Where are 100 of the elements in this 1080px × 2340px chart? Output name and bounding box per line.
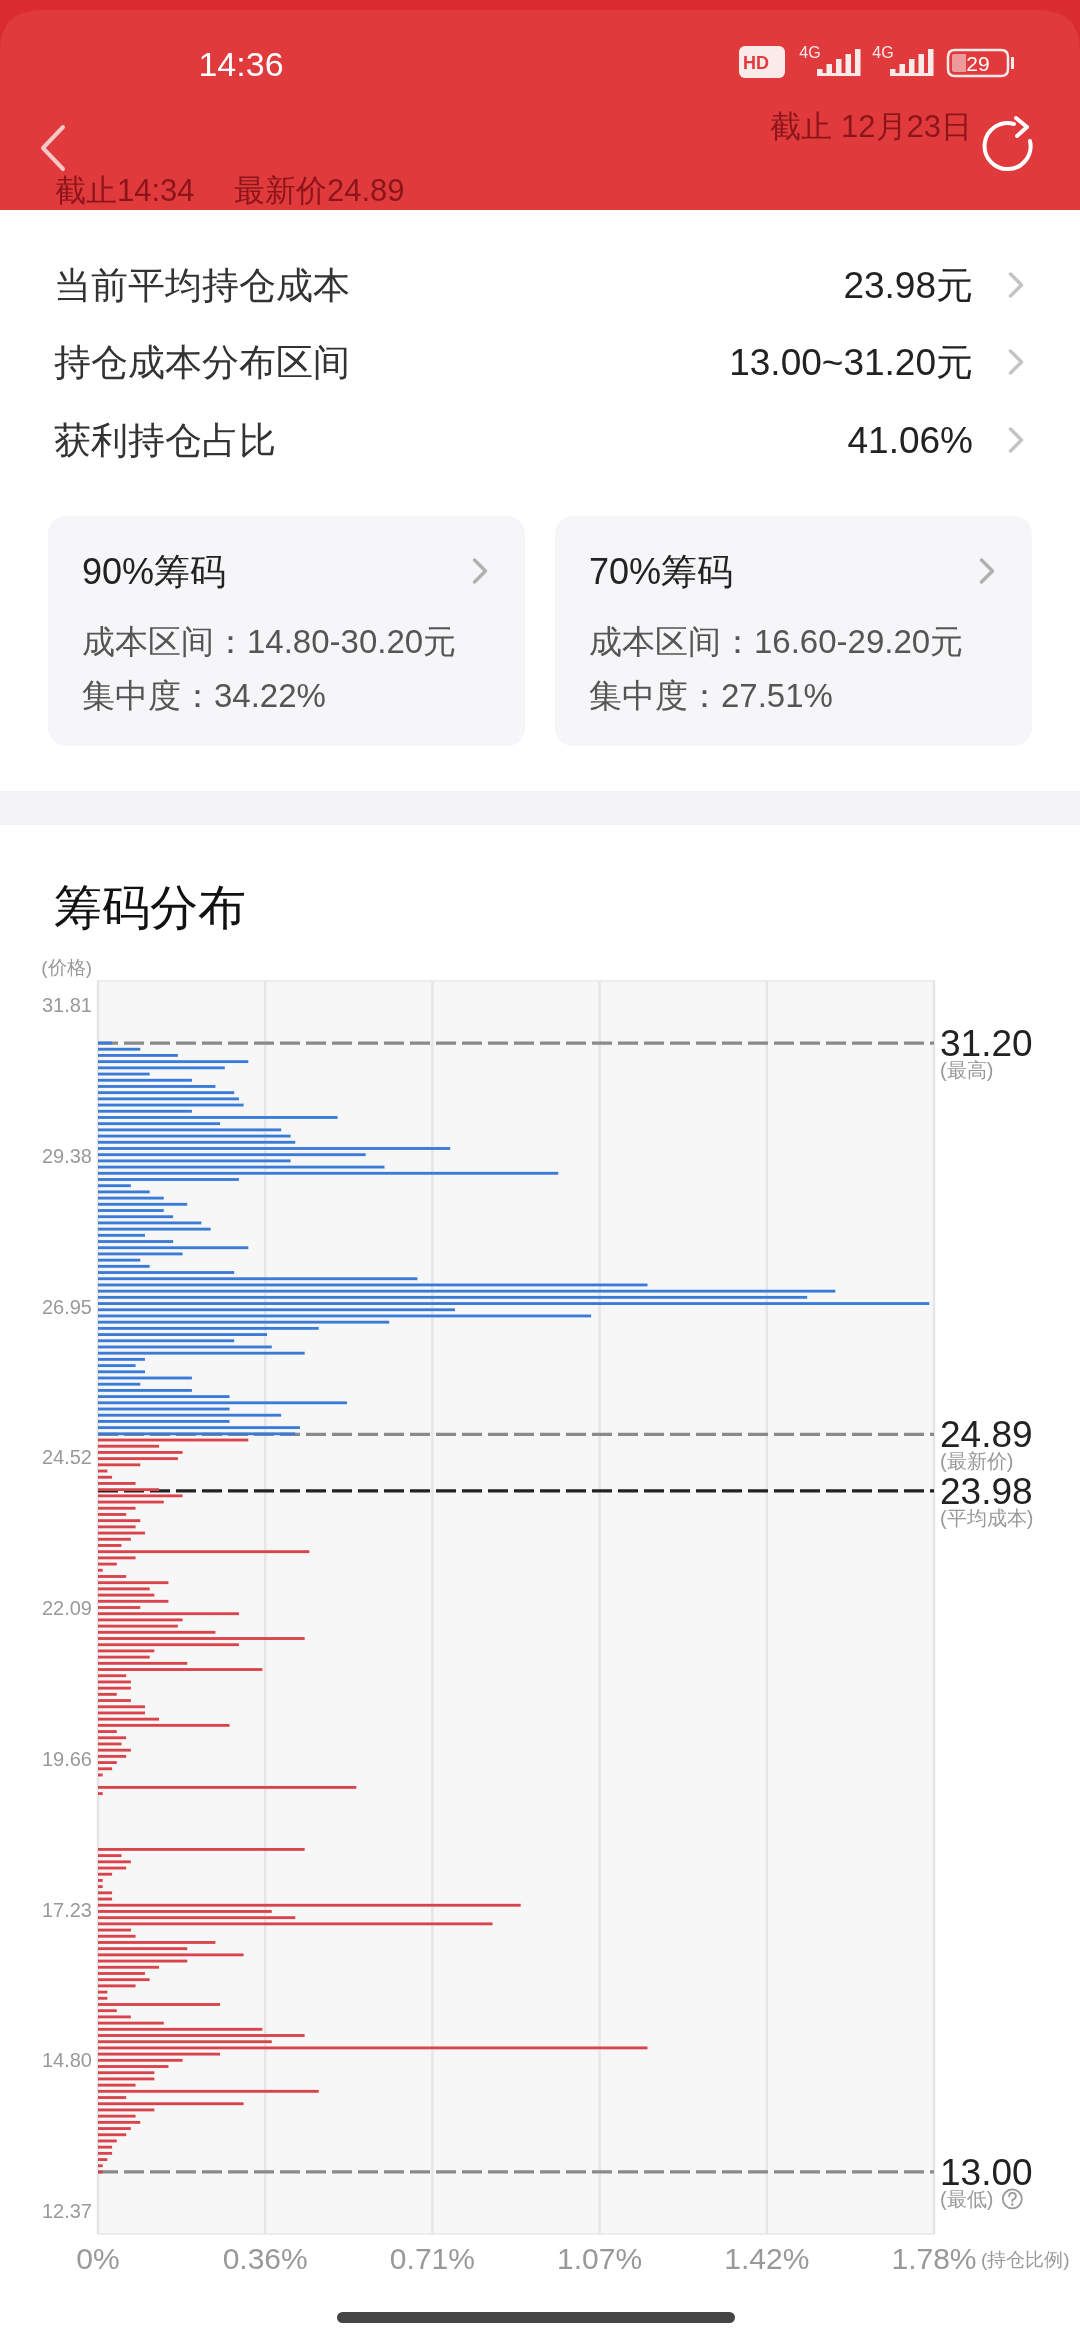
- bar: [98, 1506, 136, 1510]
- bar: [98, 1655, 150, 1659]
- bar: [98, 1209, 164, 1212]
- ref-line-label: 13.00 (最低): [940, 2151, 1033, 2210]
- bar: [98, 1568, 103, 1572]
- bar: [98, 1792, 103, 1796]
- bar: [98, 2096, 127, 2099]
- bar: [98, 1754, 127, 1758]
- y-tick-label: 31.81: [41, 994, 92, 1017]
- bar: [98, 1606, 141, 1609]
- bar: [98, 2077, 155, 2081]
- bar: [98, 1382, 141, 1386]
- y-tick-label: 14.80: [41, 2049, 92, 2072]
- bar: [98, 1413, 282, 1417]
- bar: [98, 2071, 155, 2075]
- text: 成本区间：14.80-30.20元: [82, 622, 457, 660]
- x-tick-label: 0.36%: [222, 2241, 308, 2275]
- y-tick-label: 22.09: [41, 1597, 92, 1620]
- bar: [98, 1320, 390, 1324]
- text: 获利持仓占比: [54, 419, 276, 461]
- text: 14:36: [198, 45, 284, 83]
- bar: [98, 2034, 305, 2037]
- bar: [98, 1723, 230, 1727]
- y-tick-label: 12.37: [41, 2200, 92, 2223]
- text: 持仓成本分布区间: [54, 341, 350, 383]
- text: 当前平均持仓成本: [54, 264, 350, 306]
- bar: [98, 1550, 310, 1554]
- bar: [98, 1984, 136, 1988]
- bar: [98, 1097, 239, 1101]
- bar: [98, 1047, 141, 1051]
- bar: [98, 2151, 113, 2155]
- bar: [98, 2040, 272, 2044]
- bar: [98, 1562, 117, 1566]
- text: 70%筹码: [589, 550, 734, 592]
- bar: [98, 1581, 169, 1585]
- bar: [98, 1196, 164, 1200]
- bar: [98, 1996, 108, 2000]
- bar: [98, 2015, 131, 2019]
- bar: [98, 1519, 141, 1523]
- y-axis-title: (价格): [41, 956, 92, 978]
- bar: [98, 1190, 150, 1194]
- text: 截止 12月23日: [770, 108, 972, 144]
- x-tick-label: 0.71%: [389, 2241, 475, 2275]
- bar: [98, 1178, 239, 1181]
- bar: [98, 1544, 122, 1547]
- bar: [98, 1692, 117, 1696]
- y-tick-label: 24.52: [41, 1446, 92, 1469]
- x-axis-title: (持仓比例): [981, 2248, 1070, 2270]
- bar: [98, 1202, 188, 1206]
- bar: [98, 1717, 160, 1721]
- bar: [98, 1258, 141, 1262]
- y-tick-label: 26.95: [41, 1295, 92, 1318]
- bar: [98, 1513, 127, 1516]
- y-tick-label: 19.66: [41, 1747, 92, 1770]
- bar: [98, 1128, 282, 1132]
- bar: [98, 1482, 136, 1485]
- bar: [98, 1922, 493, 1926]
- bar: [98, 1395, 230, 1399]
- bar: [98, 1891, 113, 1895]
- text: 13.00~31.20元: [729, 341, 973, 383]
- text: 23.98元: [843, 264, 973, 306]
- text: 41.06%: [847, 419, 973, 461]
- bar: [98, 1333, 268, 1336]
- x-tick-label: 1.78%: [891, 2241, 977, 2275]
- bar: [98, 1556, 136, 1560]
- bar: [98, 1699, 131, 1702]
- bar: [98, 1885, 103, 1889]
- bar: [98, 2089, 319, 2093]
- bar: [98, 1748, 131, 1752]
- bar: [98, 1593, 155, 1597]
- bar: [98, 1221, 202, 1225]
- bar: [98, 1295, 808, 1299]
- bar: [98, 1903, 521, 1907]
- y-tick-label: 17.23: [41, 1898, 92, 1921]
- bar: [98, 1060, 249, 1064]
- text: 截止14:34: [55, 172, 195, 208]
- bar: [98, 1854, 122, 1858]
- bar: [98, 1240, 174, 1243]
- bar: [98, 1934, 136, 1938]
- bar: [98, 1184, 131, 1188]
- chart-title: 筹码分布: [54, 880, 246, 934]
- text: 90%筹码: [82, 550, 227, 592]
- bar: [98, 1419, 230, 1423]
- bar: [98, 1953, 244, 1957]
- bar: [98, 2046, 648, 2050]
- bar: [98, 1091, 235, 1095]
- bar: [98, 1388, 192, 1392]
- bar: [98, 1879, 103, 1882]
- bar: [98, 1630, 216, 1634]
- text: 最新价24.89: [234, 172, 405, 208]
- bar: [98, 2083, 136, 2087]
- bar: [98, 1357, 145, 1361]
- bar: [98, 1860, 131, 1864]
- bar: [98, 1339, 235, 1343]
- bar: [98, 1736, 127, 1740]
- text: 29: [966, 51, 990, 75]
- bar: [98, 1054, 178, 1057]
- bar: [98, 1649, 155, 1653]
- bar: [98, 1947, 188, 1951]
- bar: [98, 1990, 108, 1994]
